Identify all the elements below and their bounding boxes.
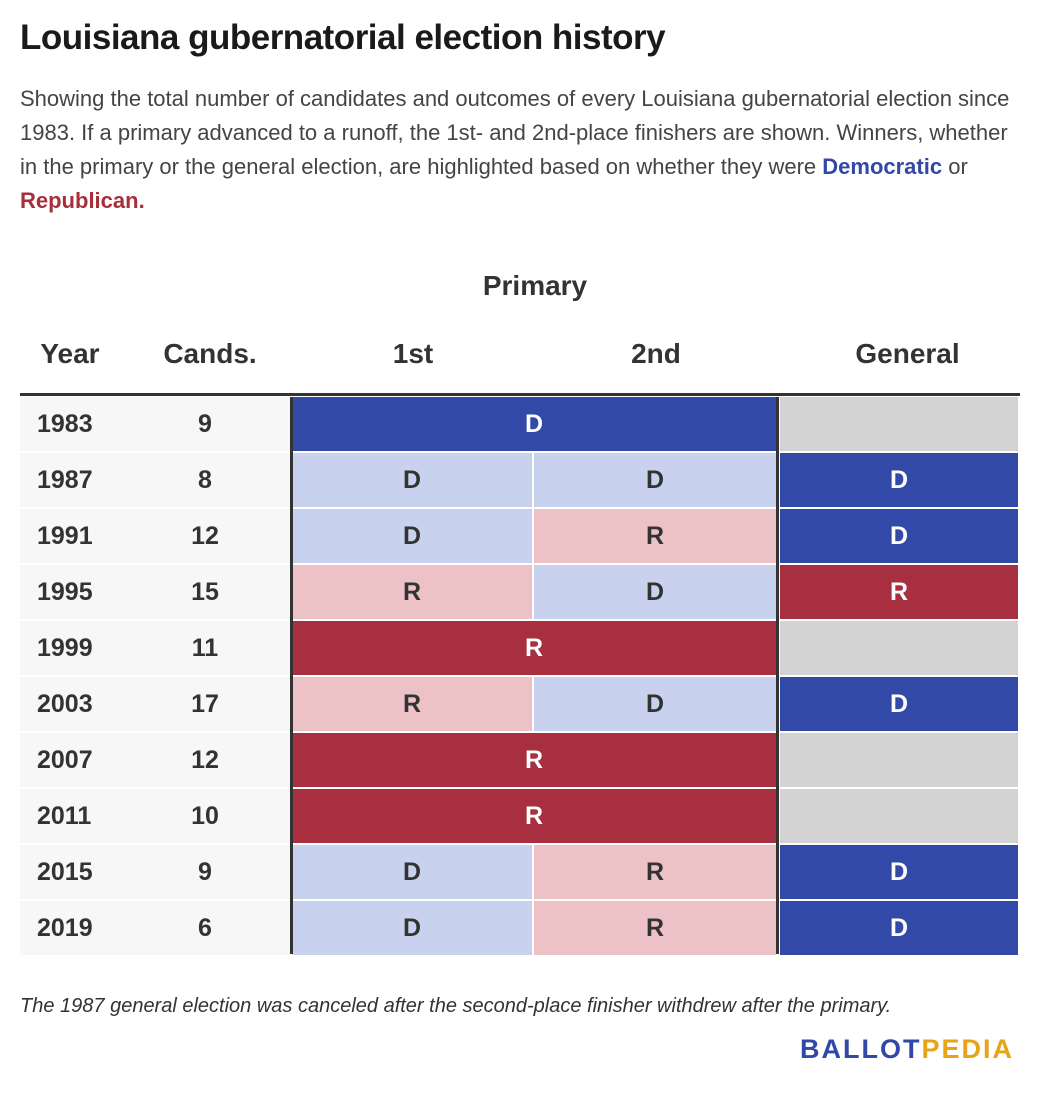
cands-cell: 15 [120, 565, 290, 621]
logo-part-pedia: PEDIA [921, 1034, 1014, 1064]
general-empty-cell [780, 733, 1020, 789]
first-place-cell: D [292, 901, 534, 957]
first-place-cell: D [292, 509, 534, 565]
general-header: General [855, 338, 960, 369]
results-table: 1983 9 D 1987 8 D D D 1991 12 D R D 1995 15 R D R 1999 11 R 2… [20, 397, 1020, 957]
year-cell: 2003 [20, 677, 120, 733]
table-row: 1999 11 R [20, 621, 1020, 677]
cands-cell: 12 [120, 509, 290, 565]
primary-left-divider [290, 397, 293, 954]
logo-part-ballot: BALLOT [799, 1034, 922, 1064]
first-place-cell: R [292, 565, 534, 621]
general-empty-cell [780, 621, 1020, 677]
general-winner-cell: D [780, 453, 1020, 509]
cands-cell: 10 [120, 789, 290, 845]
primary-winner-cell: R [292, 733, 778, 789]
primary-group-header: Primary [482, 270, 588, 301]
general-winner-cell: R [780, 565, 1020, 621]
year-cell: 2007 [20, 733, 120, 789]
table-row: 1995 15 R D R [20, 565, 1020, 621]
description-text: Showing the total number of candidates a… [20, 86, 1010, 179]
chart-title: Louisiana gubernatorial election history [20, 18, 666, 57]
general-winner-cell: D [780, 509, 1020, 565]
primary-right-divider [776, 397, 779, 954]
second-place-cell: D [534, 453, 778, 509]
table-row: 2011 10 R [20, 789, 1020, 845]
table-row: 1991 12 D R D [20, 509, 1020, 565]
header-rule [20, 393, 1020, 396]
cands-cell: 8 [120, 453, 290, 509]
table-row: 1983 9 D [20, 397, 1020, 453]
table-row: 2007 12 R [20, 733, 1020, 789]
general-winner-cell: D [780, 677, 1020, 733]
cands-cell: 9 [120, 845, 290, 901]
second-header: 2nd [631, 338, 681, 369]
cands-cell: 17 [120, 677, 290, 733]
general-winner-cell: D [780, 845, 1020, 901]
general-winner-cell: D [780, 901, 1020, 957]
table-row: 2003 17 R D D [20, 677, 1020, 733]
year-header: Year [40, 338, 100, 369]
table-row: 2019 6 D R D [20, 901, 1020, 957]
first-place-cell: R [292, 677, 534, 733]
legend-democratic: Democratic [822, 154, 943, 179]
year-cell: 1995 [20, 565, 120, 621]
cands-cell: 11 [120, 621, 290, 677]
cands-cell: 9 [120, 397, 290, 453]
general-empty-cell [780, 397, 1020, 453]
primary-winner-cell: D [292, 397, 778, 453]
table-row: 2015 9 D R D [20, 845, 1020, 901]
year-cell: 2011 [20, 789, 120, 845]
primary-winner-cell: R [292, 789, 778, 845]
cands-cell: 6 [120, 901, 290, 957]
chart-description: Showing the total number of candidates a… [20, 82, 1010, 218]
general-empty-cell [780, 789, 1020, 845]
footnote: The 1987 general election was canceled a… [20, 995, 892, 1017]
legend-republican: Republican. [20, 188, 145, 213]
table-row: 1987 8 D D D [20, 453, 1020, 509]
second-place-cell: R [534, 509, 778, 565]
year-cell: 2019 [20, 901, 120, 957]
year-cell: 1983 [20, 397, 120, 453]
legend-or: or [942, 154, 968, 179]
second-place-cell: D [534, 677, 778, 733]
second-place-cell: R [534, 901, 778, 957]
ballotpedia-logo: BALLOTPEDIA [800, 1034, 1014, 1065]
second-place-cell: D [534, 565, 778, 621]
year-cell: 1999 [20, 621, 120, 677]
primary-winner-cell: R [292, 621, 778, 677]
year-cell: 2015 [20, 845, 120, 901]
first-place-cell: D [292, 845, 534, 901]
second-place-cell: R [534, 845, 778, 901]
cands-header: Cands. [163, 338, 257, 369]
first-header: 1st [392, 338, 434, 369]
year-cell: 1991 [20, 509, 120, 565]
first-place-cell: D [292, 453, 534, 509]
cands-cell: 12 [120, 733, 290, 789]
year-cell: 1987 [20, 453, 120, 509]
